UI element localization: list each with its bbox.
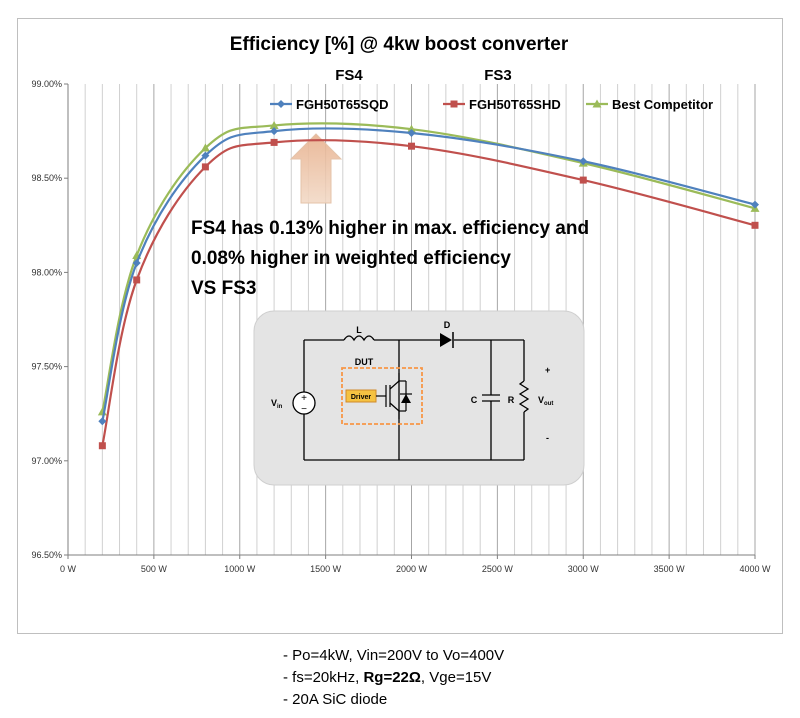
diode-icon bbox=[440, 333, 452, 347]
note-switching: - fs=20kHz, Rg=22Ω, Vge=15V bbox=[283, 667, 504, 689]
diode-label: D bbox=[444, 320, 451, 330]
legend: FGH50T65SQD FGH50T65SHD Best Competitor bbox=[270, 97, 713, 112]
resistor-label: R bbox=[508, 395, 515, 405]
x-tick-label: 1000 W bbox=[224, 564, 256, 574]
x-tick-label: 0 W bbox=[60, 564, 77, 574]
legend-entry: Best Competitor bbox=[612, 97, 713, 112]
annotation-line-3: VS FS3 bbox=[191, 278, 256, 299]
highlight-arrow bbox=[289, 133, 343, 204]
x-tick-label: 4000 W bbox=[739, 564, 771, 574]
data-point-FGH50T65SQD bbox=[270, 127, 279, 136]
legend-marker bbox=[277, 100, 285, 108]
annotation-line-2: 0.08% higher in weighted efficiency bbox=[191, 248, 511, 269]
chart-frame: Efficiency [%] @ 4kw boost converter 96.… bbox=[17, 18, 783, 634]
legend-marker bbox=[592, 99, 602, 108]
y-tick-label: 99.00% bbox=[31, 79, 62, 89]
axes: 96.50% 97.00% 97.50% 98.00% 98.50% 99.00% 0 W 5… bbox=[31, 79, 771, 574]
x-tick-label: 500 W bbox=[141, 564, 168, 574]
y-tick-label: 96.50% bbox=[31, 550, 62, 560]
data-point-FGH50T65SQD bbox=[579, 157, 588, 166]
fs4-label: FS4 bbox=[335, 67, 363, 84]
vout-label: Vout bbox=[538, 395, 553, 407]
inductor-label: L bbox=[356, 325, 362, 335]
circuit-panel bbox=[253, 310, 585, 486]
data-point-Best Competitor bbox=[407, 124, 416, 133]
data-point-FGH50T65SQD bbox=[407, 128, 416, 137]
efficiency-chart: Efficiency [%] @ 4kw boost converter 96.… bbox=[31, 34, 771, 574]
data-point-FGH50T65SHD bbox=[751, 221, 759, 229]
legend-marker bbox=[450, 100, 458, 108]
data-point-FGH50T65SHD bbox=[579, 176, 587, 184]
dut-label: DUT bbox=[355, 357, 374, 367]
data-point-FGH50T65SHD bbox=[201, 163, 209, 171]
vout-minus-label: - bbox=[546, 433, 549, 443]
data-point-FGH50T65SQD bbox=[751, 200, 759, 209]
note-vge: , Vge=15V bbox=[420, 669, 492, 686]
note-rg: Rg=22Ω bbox=[363, 669, 421, 686]
boost-converter-circuit: + − L D DUT Driver bbox=[253, 310, 585, 486]
data-point-Best Competitor bbox=[200, 143, 210, 152]
data-point-FGH50T65SQD bbox=[201, 151, 210, 160]
x-tick-label: 3500 W bbox=[654, 564, 686, 574]
driver-label: Driver bbox=[351, 394, 372, 401]
legend-entry: FGH50T65SHD bbox=[469, 97, 561, 112]
series bbox=[97, 120, 760, 450]
dut-highlight-box bbox=[341, 367, 423, 425]
test-conditions: - Po=4kW, Vin=200V to Vo=400V - fs=20kHz… bbox=[283, 645, 504, 711]
data-point-FGH50T65SHD bbox=[270, 138, 278, 146]
data-point-FGH50T65SQD bbox=[132, 258, 141, 267]
series-line-FGH50T65SHD bbox=[101, 139, 756, 446]
y-tick-label: 98.00% bbox=[31, 267, 62, 277]
igbt-icon bbox=[376, 373, 407, 419]
circuit-wires bbox=[303, 335, 530, 461]
vout-plus-label: + bbox=[545, 365, 550, 375]
data-point-FGH50T65SQD bbox=[98, 417, 107, 426]
voltage-source-icon bbox=[292, 391, 316, 415]
note-power: - Po=4kW, Vin=200V to Vo=400V bbox=[283, 647, 505, 664]
capacitor-label: C bbox=[471, 395, 478, 405]
y-tick-label: 97.00% bbox=[31, 456, 62, 466]
y-tick-label: 97.50% bbox=[31, 362, 62, 372]
data-point-Best Competitor bbox=[269, 120, 279, 129]
annotation-line-1: FS4 has 0.13% higher in max. efficiency … bbox=[191, 218, 589, 239]
note-fs: - fs=20kHz, bbox=[283, 669, 364, 686]
x-tick-label: 2500 W bbox=[482, 564, 514, 574]
x-tick-label: 1500 W bbox=[310, 564, 342, 574]
note-diode: - 20A SiC diode bbox=[283, 691, 388, 708]
vin-label: Vin bbox=[271, 398, 283, 410]
data-point-FGH50T65SHD bbox=[408, 142, 415, 150]
svg-text:−: − bbox=[301, 404, 307, 415]
data-point-FGH50T65SHD bbox=[133, 276, 141, 284]
x-tick-label: 3000 W bbox=[568, 564, 600, 574]
chart-title: Efficiency [%] @ 4kw boost converter bbox=[230, 34, 569, 55]
freewheel-diode-icon bbox=[401, 394, 411, 403]
data-point-FGH50T65SHD bbox=[98, 442, 106, 450]
legend-entry: FGH50T65SQD bbox=[296, 97, 388, 112]
svg-text:+: + bbox=[301, 393, 307, 404]
x-tick-label: 2000 W bbox=[396, 564, 428, 574]
y-tick-label: 98.50% bbox=[31, 173, 62, 183]
fs3-label: FS3 bbox=[484, 67, 512, 84]
